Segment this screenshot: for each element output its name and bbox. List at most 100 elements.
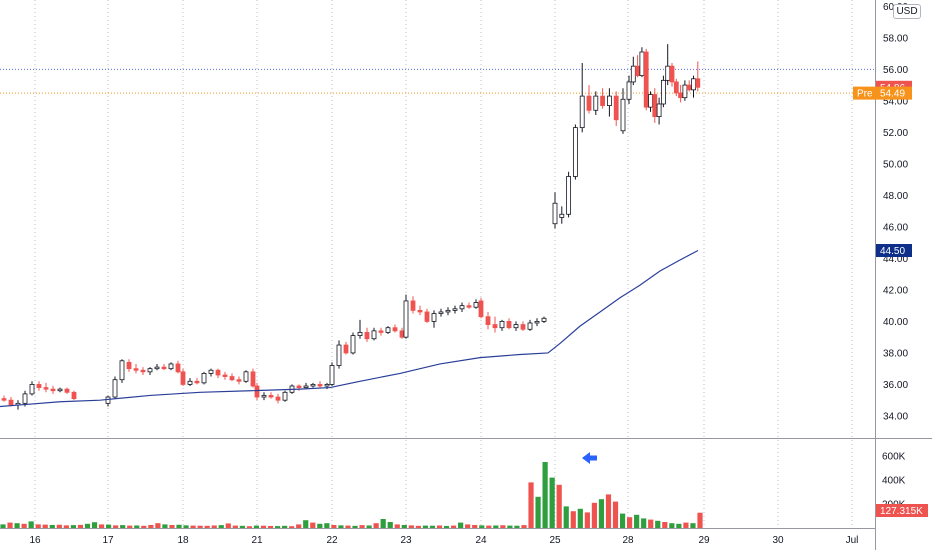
candle-body (112, 379, 118, 398)
candle-body (559, 213, 565, 218)
candle-body (527, 322, 533, 330)
volume-bar (98, 524, 105, 528)
candle-body (243, 371, 249, 382)
date-tick-label: 16 (29, 535, 41, 546)
candle-body (317, 384, 323, 387)
price-tick-label: 36.00 (883, 380, 908, 391)
date-tick-label: 24 (475, 535, 487, 546)
volume-bar (458, 522, 464, 528)
volume-bar (415, 525, 421, 528)
candle-body (566, 176, 571, 215)
candle-body (296, 385, 302, 388)
volume-bar (42, 524, 48, 528)
volume-bar (436, 525, 443, 528)
candle-body (126, 361, 132, 370)
candle-body (643, 51, 649, 108)
volume-bar (535, 496, 541, 528)
volume-bar (500, 525, 506, 528)
volume-bar (49, 525, 55, 528)
volume-bar (225, 523, 231, 528)
candle-body (695, 78, 701, 88)
volume-bar (253, 525, 260, 528)
volume-bar (211, 525, 217, 528)
volume-bar (84, 523, 91, 528)
candle-body (64, 388, 70, 393)
candle-body (161, 366, 167, 370)
volume-bar (317, 523, 323, 528)
candle-body (478, 300, 484, 318)
volume-bar (141, 525, 147, 528)
price-tick-label: 42.00 (883, 285, 908, 296)
volume-bar (486, 525, 492, 528)
candle-body (652, 94, 658, 117)
volume-tick-label: 600K (882, 452, 906, 463)
volume-bar (162, 524, 168, 528)
candle-body (329, 365, 335, 385)
candle-body (656, 103, 662, 117)
candle-body (208, 369, 214, 374)
candle-body (8, 399, 14, 406)
volume-bar (507, 525, 513, 528)
candle-body (620, 98, 626, 132)
date-tick-label: 29 (698, 535, 710, 546)
currency-label[interactable]: USD (893, 4, 921, 19)
volume-bar (324, 523, 330, 528)
volume-bar (472, 525, 478, 528)
price-tick-label: 44.00 (883, 254, 908, 265)
candle-body (573, 127, 578, 177)
volume-bar (28, 521, 34, 528)
volume-bar (662, 522, 668, 528)
date-tick-label: 28 (622, 535, 634, 546)
volume-bar (232, 525, 238, 528)
candle-body (399, 330, 405, 338)
volume-bar (63, 525, 69, 528)
price-tick-label: 50.00 (883, 159, 908, 170)
volume-bar (373, 523, 379, 528)
candle-body (140, 369, 146, 373)
volume-bar (697, 512, 703, 528)
candle-body (168, 363, 174, 370)
volume-bar (14, 523, 20, 528)
volume-bar (577, 508, 583, 528)
annotation-arrow-icon (582, 452, 597, 464)
volume-tag (876, 504, 928, 517)
volume-tick-label: 400K (882, 476, 906, 487)
candle-body (534, 321, 540, 324)
volume-bar (331, 525, 337, 528)
candle-body (392, 327, 398, 332)
price-tick-label: 52.00 (883, 128, 908, 139)
candle-body (310, 384, 316, 387)
date-tick-label: 30 (772, 535, 784, 546)
volume-bar (443, 525, 450, 528)
price-tag-label: 54.49 (880, 89, 905, 100)
volume-bar (267, 525, 274, 528)
volume-bar (296, 524, 302, 528)
price-tick-label: 46.00 (883, 222, 908, 233)
volume-bar (563, 506, 569, 528)
candle-body (324, 384, 330, 387)
candle-body (215, 369, 221, 376)
candle-body (57, 388, 63, 392)
price-tick-label: 54.00 (883, 96, 908, 107)
candle-body (541, 317, 547, 322)
date-tick-label: 18 (177, 535, 189, 546)
candle-body (36, 384, 42, 388)
volume-bar (493, 525, 499, 528)
candle-body (669, 65, 675, 83)
moving-average-line (0, 249, 699, 408)
volume-bar (556, 484, 562, 528)
date-tick-label: Jul (846, 535, 859, 546)
volume-bar (91, 522, 98, 528)
volume-bar (380, 519, 386, 528)
candle-body (254, 385, 260, 398)
candle-body (506, 321, 512, 329)
candle-body (639, 51, 645, 77)
candle-body (29, 384, 35, 395)
candle-body (378, 330, 384, 333)
volume-bar (591, 502, 597, 528)
volume-bar (542, 462, 548, 528)
candle-body (154, 366, 160, 370)
volume-bar (549, 477, 555, 528)
candle-body (459, 305, 465, 310)
